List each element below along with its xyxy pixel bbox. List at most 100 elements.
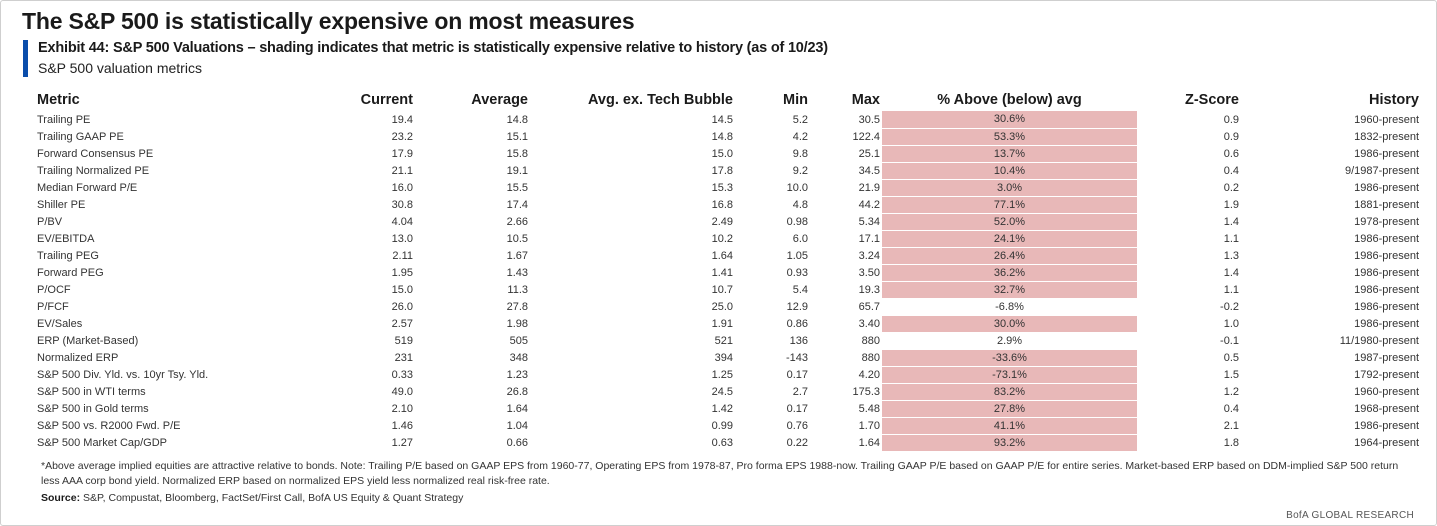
cell-min: 12.9 bbox=[786, 300, 808, 313]
cell-max: 19.3 bbox=[858, 283, 880, 296]
cell-pct-above-avg: 41.1% bbox=[882, 417, 1137, 435]
cell-metric: Trailing PE bbox=[37, 113, 91, 126]
cell-zscore: 1.5 bbox=[1223, 368, 1239, 381]
cell-history: 1968-present bbox=[1354, 402, 1419, 415]
cell-average: 348 bbox=[509, 351, 528, 364]
cell-zscore: -0.2 bbox=[1220, 300, 1239, 313]
cell-average: 1.23 bbox=[506, 368, 528, 381]
cell-avg-ex-tech: 14.8 bbox=[711, 130, 733, 143]
cell-min: 0.17 bbox=[786, 402, 808, 415]
col-header-average: Average bbox=[471, 92, 528, 108]
cell-current: 231 bbox=[394, 351, 413, 364]
exhibit-caption: Exhibit 44: S&P 500 Valuations – shading… bbox=[38, 40, 828, 56]
cell-metric: Trailing GAAP PE bbox=[37, 130, 124, 143]
footnote: *Above average implied equities are attr… bbox=[41, 460, 1399, 487]
cell-history: 1987-present bbox=[1354, 351, 1419, 364]
cell-avg-ex-tech: 521 bbox=[714, 334, 733, 347]
cell-average: 19.1 bbox=[506, 164, 528, 177]
cell-zscore: 1.1 bbox=[1223, 283, 1239, 296]
table-row: EV/EBITDA 13.0 10.5 10.2 6.0 17.1 24.1% 1.1 1986… bbox=[35, 230, 1421, 248]
cell-average: 11.3 bbox=[507, 283, 528, 296]
cell-pct-above-avg: 24.1% bbox=[882, 230, 1137, 248]
cell-zscore: 0.4 bbox=[1223, 402, 1239, 415]
col-header-history: History bbox=[1369, 92, 1419, 108]
cell-pct-above-avg: 32.7% bbox=[882, 281, 1137, 299]
cell-current: 49.0 bbox=[391, 385, 413, 398]
cell-current: 1.27 bbox=[391, 436, 413, 449]
cell-metric: ERP (Market-Based) bbox=[37, 334, 139, 347]
cell-current: 2.57 bbox=[391, 317, 413, 330]
exhibit-subtitle: S&P 500 valuation metrics bbox=[38, 60, 202, 76]
table-row: Shiller PE 30.8 17.4 16.8 4.8 44.2 77.1% 1.9 188… bbox=[35, 196, 1421, 214]
cell-avg-ex-tech: 0.99 bbox=[711, 419, 733, 432]
cell-zscore: 0.2 bbox=[1223, 181, 1239, 194]
cell-average: 1.98 bbox=[506, 317, 528, 330]
cell-max: 65.7 bbox=[858, 300, 880, 313]
cell-min: 5.4 bbox=[792, 283, 808, 296]
brand-label: BofA GLOBAL RESEARCH bbox=[1286, 510, 1414, 521]
cell-current: 2.10 bbox=[391, 402, 413, 415]
cell-pct-above-avg: 13.7% bbox=[882, 145, 1137, 163]
table-row: Trailing Normalized PE 21.1 19.1 17.8 9.2 34.… bbox=[35, 162, 1421, 180]
cell-history: 1832-present bbox=[1354, 130, 1419, 143]
cell-max: 3.40 bbox=[858, 317, 880, 330]
cell-zscore: 0.6 bbox=[1223, 147, 1239, 160]
cell-pct-above-avg: 30.6% bbox=[882, 111, 1137, 129]
cell-max: 5.34 bbox=[858, 215, 880, 228]
cell-min: 9.2 bbox=[792, 164, 808, 177]
cell-average: 15.5 bbox=[506, 181, 528, 194]
cell-min: 0.98 bbox=[786, 215, 808, 228]
cell-pct-above-avg: 3.0% bbox=[882, 179, 1137, 197]
cell-min: 2.7 bbox=[792, 385, 808, 398]
cell-history: 1960-present bbox=[1354, 385, 1419, 398]
cell-max: 4.20 bbox=[858, 368, 880, 381]
cell-avg-ex-tech: 16.8 bbox=[711, 198, 733, 211]
cell-zscore: 0.9 bbox=[1223, 113, 1239, 126]
cell-avg-ex-tech: 17.8 bbox=[711, 164, 733, 177]
cell-min: 0.22 bbox=[786, 436, 808, 449]
cell-history: 1986-present bbox=[1354, 181, 1419, 194]
cell-history: 1978-present bbox=[1354, 215, 1419, 228]
cell-average: 27.8 bbox=[506, 300, 528, 313]
cell-pct-above-avg: 26.4% bbox=[882, 247, 1137, 265]
cell-max: 1.70 bbox=[858, 419, 880, 432]
cell-avg-ex-tech: 14.5 bbox=[711, 113, 733, 126]
source-label: Source: bbox=[41, 492, 81, 504]
cell-avg-ex-tech: 15.0 bbox=[711, 147, 733, 160]
cell-metric: P/BV bbox=[37, 215, 63, 228]
col-header-max: Max bbox=[851, 92, 880, 108]
col-header-current: Current bbox=[360, 92, 413, 108]
table-row: ERP (Market-Based) 519 505 521 136 880 2.9% -0.… bbox=[35, 332, 1421, 350]
cell-history: 1964-present bbox=[1354, 436, 1419, 449]
cell-avg-ex-tech: 394 bbox=[714, 351, 733, 364]
cell-metric: S&P 500 vs. R2000 Fwd. P/E bbox=[37, 419, 181, 432]
cell-current: 15.0 bbox=[391, 283, 413, 296]
cell-history: 11/1980-present bbox=[1339, 334, 1419, 347]
cell-pct-above-avg: -33.6% bbox=[882, 349, 1137, 367]
cell-pct-above-avg: -73.1% bbox=[882, 366, 1137, 384]
table-row: Forward PEG 1.95 1.43 1.41 0.93 3.50 36.2% 1.4 1… bbox=[35, 264, 1421, 282]
cell-current: 16.0 bbox=[391, 181, 413, 194]
cell-average: 1.04 bbox=[506, 419, 528, 432]
cell-current: 17.9 bbox=[391, 147, 413, 160]
table-row: P/BV 4.04 2.66 2.49 0.98 5.34 52.0% 1.4 1978-pre… bbox=[35, 213, 1421, 231]
cell-average: 1.43 bbox=[506, 266, 528, 279]
table-row: P/FCF 26.0 27.8 25.0 12.9 65.7 -6.8% -0.2 1986-p… bbox=[35, 298, 1421, 316]
cell-zscore: 1.4 bbox=[1223, 215, 1239, 228]
table-row: S&P 500 Div. Yld. vs. 10yr Tsy. Yld. 0.33… bbox=[35, 366, 1421, 384]
cell-min: 4.2 bbox=[792, 130, 808, 143]
cell-zscore: 0.4 bbox=[1223, 164, 1239, 177]
cell-min: -143 bbox=[785, 351, 808, 364]
cell-metric: Shiller PE bbox=[37, 198, 86, 211]
table-row: Trailing GAAP PE 23.2 15.1 14.8 4.2 122.4 53.3… bbox=[35, 128, 1421, 146]
table-row: S&P 500 in Gold terms 2.10 1.64 1.42 0.17 5.4… bbox=[35, 400, 1421, 418]
cell-metric: Forward Consensus PE bbox=[37, 147, 154, 160]
cell-min: 5.2 bbox=[792, 113, 808, 126]
cell-history: 1986-present bbox=[1354, 300, 1419, 313]
table-row: S&P 500 vs. R2000 Fwd. P/E 1.46 1.04 0.99 0.… bbox=[35, 417, 1421, 435]
cell-metric: S&P 500 in Gold terms bbox=[37, 402, 149, 415]
cell-max: 122.4 bbox=[852, 130, 880, 143]
cell-current: 1.95 bbox=[391, 266, 413, 279]
table-row: P/OCF 15.0 11.3 10.7 5.4 19.3 32.7% 1.1 1986-pre… bbox=[35, 281, 1421, 299]
col-header-min: Min bbox=[783, 92, 808, 108]
